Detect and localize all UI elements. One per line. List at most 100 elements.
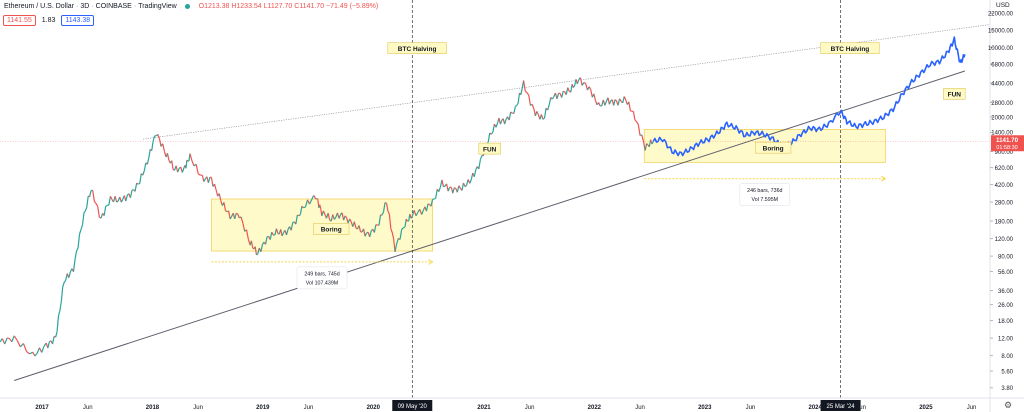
price-candle	[469, 179, 472, 184]
annotation-box	[943, 88, 966, 100]
y-tick-label: 1400.00	[991, 131, 1013, 137]
price-candle	[425, 203, 429, 212]
price-candle	[387, 211, 390, 215]
price-candle	[120, 199, 124, 203]
x-tick-label: 2023	[698, 405, 712, 411]
x-tick-label: 2020	[367, 405, 381, 411]
price-candle	[109, 196, 113, 200]
price-candle	[189, 153, 193, 162]
price-candle	[515, 104, 518, 107]
price-candle	[1, 338, 6, 345]
price-candle	[413, 210, 417, 216]
price-candle	[72, 259, 76, 272]
price-candle	[166, 153, 170, 161]
price-candle	[158, 138, 162, 147]
price-candle	[438, 187, 441, 192]
price-candle	[303, 206, 306, 209]
price-candle	[542, 117, 545, 120]
price-candle	[301, 205, 304, 209]
annotation-label: FUN	[948, 92, 962, 99]
annotation-label: BTC Halving	[398, 46, 437, 53]
price-candle	[526, 92, 530, 96]
price-candle	[487, 132, 491, 143]
price-candle	[22, 343, 28, 352]
timeframe[interactable]: 3D	[80, 3, 90, 10]
price-candle	[628, 101, 631, 111]
y-tick-label: 620.00	[995, 166, 1014, 172]
price-candle	[390, 228, 393, 233]
upper-trend-line	[143, 24, 991, 140]
price-candle	[201, 175, 205, 182]
price-candle	[228, 210, 231, 220]
price-candle	[77, 234, 81, 249]
price-candle	[551, 96, 555, 100]
chart-annotations: BTC Halving BTC Halving Boring Boring FUN FUN	[313, 42, 966, 235]
price-candle	[175, 165, 179, 173]
price-candle	[260, 244, 263, 252]
price-candle	[362, 228, 366, 237]
x-tick-label: Jun	[83, 405, 93, 411]
price-candle	[134, 183, 138, 192]
gear-icon[interactable]: ⚙	[1004, 400, 1013, 410]
price-candle	[78, 229, 82, 235]
price-candle	[410, 216, 413, 219]
price-candle	[317, 199, 320, 208]
y-tick-label: 12.00	[998, 336, 1014, 342]
price-candle	[195, 164, 199, 175]
price-candle	[499, 120, 503, 125]
price-candle	[567, 87, 570, 92]
range-volume-label: Vol 107.439M	[306, 280, 338, 286]
price-candle	[430, 199, 434, 207]
price-candle	[443, 185, 446, 188]
price-candle	[427, 203, 430, 206]
price-candle	[100, 213, 104, 219]
price-candle	[114, 196, 118, 203]
annotation-box	[478, 142, 501, 155]
price-candle	[213, 183, 217, 191]
price-candle	[280, 229, 283, 237]
price-candle	[641, 134, 645, 142]
symbol-name[interactable]: Ethereum / U.S. Dollar	[4, 3, 75, 10]
price-candle	[381, 211, 385, 216]
ask-price[interactable]: 1143.38	[61, 15, 95, 26]
price-candle	[51, 336, 55, 345]
price-candle	[522, 80, 526, 92]
annotation-box	[387, 42, 447, 54]
price-candle	[47, 341, 50, 349]
price-candle	[619, 98, 622, 102]
y-tick-label: 420.00	[995, 183, 1014, 189]
price-candle	[604, 101, 607, 106]
y-tick-label: 120.00	[995, 237, 1014, 243]
projection-line	[652, 36, 966, 157]
price-candle	[343, 215, 346, 221]
price-candle	[65, 273, 68, 281]
price-candle	[84, 206, 88, 212]
price-candle	[19, 343, 24, 348]
price-candle	[139, 173, 142, 184]
price-candle	[148, 149, 151, 159]
bid-price[interactable]: 1141.55	[3, 15, 36, 26]
halving-date-badge	[820, 400, 861, 411]
price-candle	[125, 194, 128, 202]
price-candle	[55, 331, 58, 338]
price-candle	[271, 231, 274, 236]
price-candle	[446, 183, 449, 192]
halving-markers	[0, 0, 990, 398]
price-candle	[613, 99, 616, 106]
price-candle	[36, 347, 41, 354]
currency-label[interactable]: USD	[996, 2, 1010, 9]
price-candle	[197, 173, 201, 176]
price-candle	[585, 83, 589, 91]
price-candle	[373, 224, 377, 233]
price-candle	[257, 247, 260, 255]
bid-ask-panel: 1141.55 1.83 1143.38	[3, 15, 95, 26]
price-candle	[264, 236, 268, 245]
price-candle	[470, 172, 474, 180]
price-candle	[607, 97, 610, 105]
halving-date-label: 25 Mar '24	[826, 404, 855, 410]
price-candle	[285, 229, 289, 236]
price-candle	[565, 87, 569, 95]
price-candle	[435, 189, 438, 199]
price-candle	[108, 196, 111, 206]
